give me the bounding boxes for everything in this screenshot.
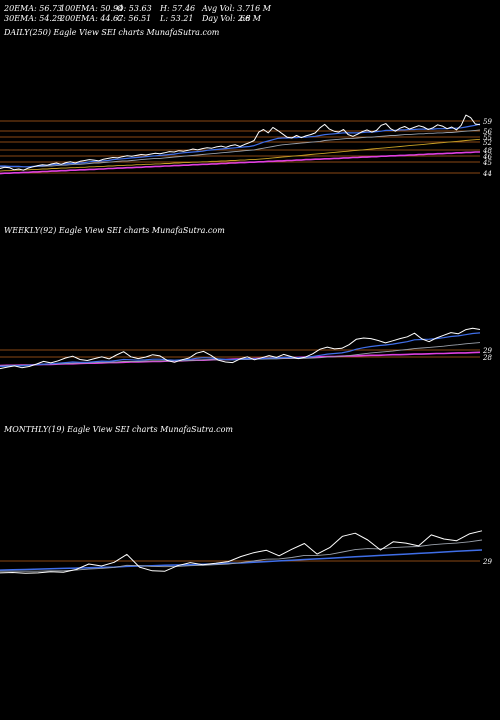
monthly-panel-label: MONTHLY(19) Eagle View SEI charts Munafa… [4, 425, 233, 434]
header-ema20: 20EMA: 56.73 [4, 4, 63, 13]
daily-series-line-3 [0, 138, 481, 172]
monthly-level-label: 29 [482, 558, 492, 566]
header-high: H: 57.46 [160, 4, 196, 13]
daily-level-label: 52 [483, 139, 492, 147]
header-ema30: 30EMA: 54.29 [4, 14, 63, 23]
daily-series-line-0 [0, 114, 481, 171]
daily-level-label: 59 [483, 118, 492, 126]
header-ema100: 100EMA: 50.94 [60, 4, 124, 13]
header-close: C: 56.51 [117, 14, 152, 23]
header-avg-vol: Avg Vol: 3.716 M [202, 4, 271, 13]
header-low: L: 53.21 [160, 14, 194, 23]
daily-level-label: 44 [482, 170, 492, 178]
daily-level-label: 45 [482, 159, 492, 167]
header-open: O: 53.63 [117, 4, 152, 13]
header-ema200: 200EMA: 44.67 [60, 14, 124, 23]
daily-level-label: 46 [482, 153, 492, 161]
monthly-series-line-2 [0, 549, 483, 571]
daily-series-line-2 [0, 129, 481, 168]
daily-series-line-1 [0, 123, 481, 168]
daily-level-label: 55 [483, 134, 492, 142]
daily-panel-label: DAILY(250) Eagle View SEI charts MunafaS… [4, 28, 220, 37]
weekly-series-line-0 [0, 327, 481, 370]
weekly-level-label: 29 [482, 347, 492, 355]
weekly-level-label: 28 [482, 354, 492, 362]
monthly-series-line-0 [0, 530, 483, 574]
daily-level-label: 48 [482, 147, 492, 155]
monthly-series-line-1 [0, 539, 483, 572]
daily-level-label: 56 [483, 128, 492, 136]
daily-series-line-4 [0, 151, 480, 175]
weekly-panel-label: WEEKLY(92) Eagle View SEI charts MunafaS… [4, 226, 225, 235]
header-day-vol: Day Vol: 2.8 [202, 14, 251, 23]
header-day-vol-unit: 66 M [240, 14, 261, 23]
